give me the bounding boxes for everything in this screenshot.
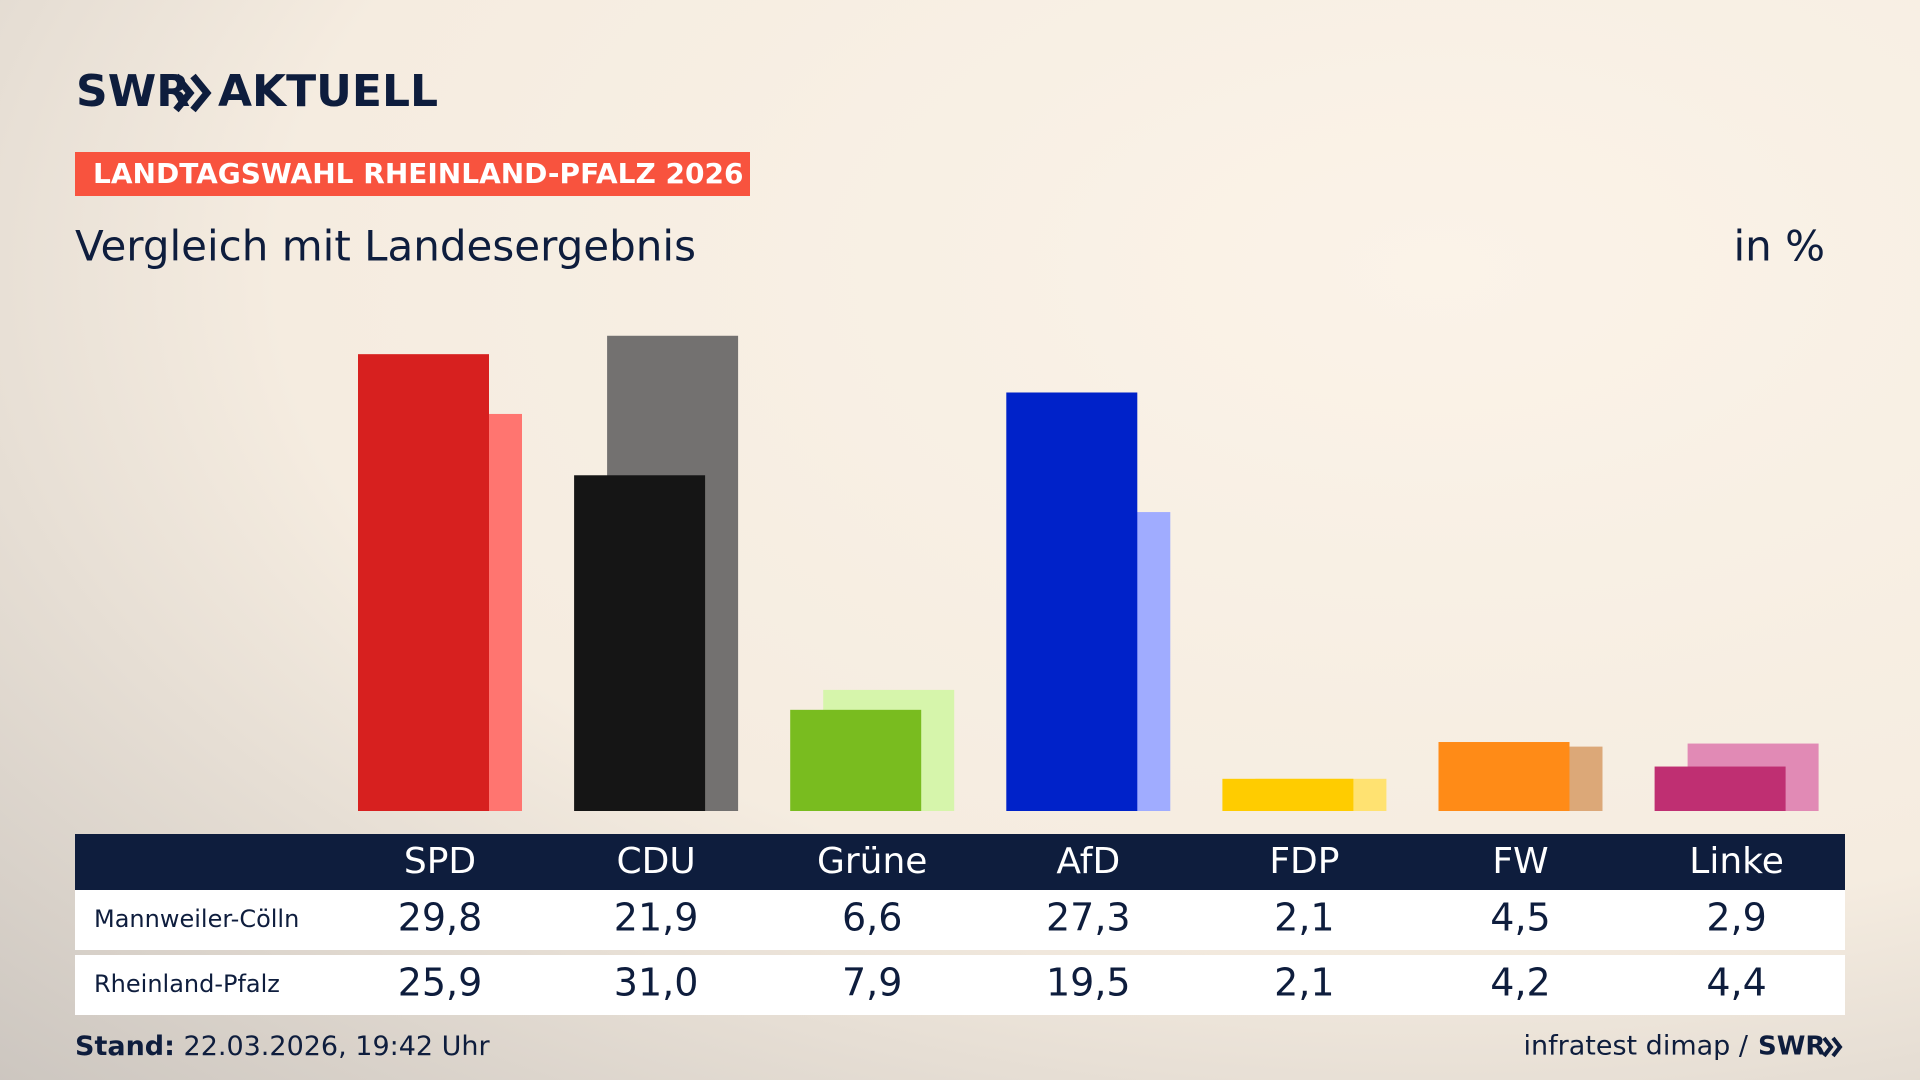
brand-product: AKTUELL — [218, 66, 438, 117]
badge: LANDTAGSWAHL RHEINLAND-PFALZ 2026 — [93, 157, 743, 190]
table-header — [75, 834, 1845, 890]
data-label: 31,0 — [614, 961, 699, 1005]
data-label: 19,5 — [1046, 961, 1131, 1005]
footer-chevrons — [1822, 1036, 1843, 1058]
column-header: FDP — [1269, 841, 1339, 882]
data-label: 4,2 — [1490, 961, 1550, 1005]
data-label: 21,9 — [614, 896, 699, 940]
bar — [1438, 742, 1570, 811]
bar — [358, 354, 489, 811]
unit-label: in % — [1733, 222, 1825, 271]
data-label: 29,8 — [398, 896, 483, 940]
source: infratest dimap / — [1523, 1031, 1748, 1062]
bar — [1222, 778, 1354, 811]
column-header: Linke — [1689, 841, 1784, 882]
bar — [1654, 766, 1786, 811]
data-label: 4,4 — [1706, 961, 1766, 1005]
data-label: 6,6 — [842, 896, 902, 940]
column-header: SPD — [404, 841, 476, 882]
table-row — [75, 890, 1845, 950]
data-label: 2,1 — [1274, 896, 1334, 940]
column-header: CDU — [616, 841, 695, 882]
data-label: 7,9 — [842, 961, 902, 1005]
bar — [790, 709, 922, 811]
column-header: FW — [1492, 841, 1548, 882]
bar — [574, 475, 706, 811]
stand-date: 22.03.2026, 19:42 Uhr — [184, 1031, 491, 1062]
chart-title: Vergleich mit Landesergebnis — [75, 222, 696, 271]
row-label: Mannweiler-Cölln — [94, 905, 299, 933]
logo-chevrons — [173, 73, 212, 113]
stand-label: Stand: — [75, 1031, 175, 1062]
bar — [1006, 392, 1138, 811]
brand-name: SWR — [76, 66, 190, 117]
data-label: 27,3 — [1046, 896, 1131, 940]
column-header: AfD — [1056, 841, 1120, 882]
footer-stand: Stand: 22.03.2026, 19:42 Uhr — [75, 1031, 491, 1062]
badge-bg — [75, 152, 750, 196]
row-label: Rheinland-Pfalz — [94, 970, 280, 998]
data-label: 25,9 — [398, 961, 483, 1005]
data-label: 4,5 — [1490, 896, 1550, 940]
table-row — [75, 955, 1845, 1015]
footer-logo: SWR — [1758, 1032, 1825, 1062]
column-header: Grüne — [817, 841, 927, 882]
data-label: 2,1 — [1274, 961, 1334, 1005]
data-label: 2,9 — [1706, 896, 1766, 940]
